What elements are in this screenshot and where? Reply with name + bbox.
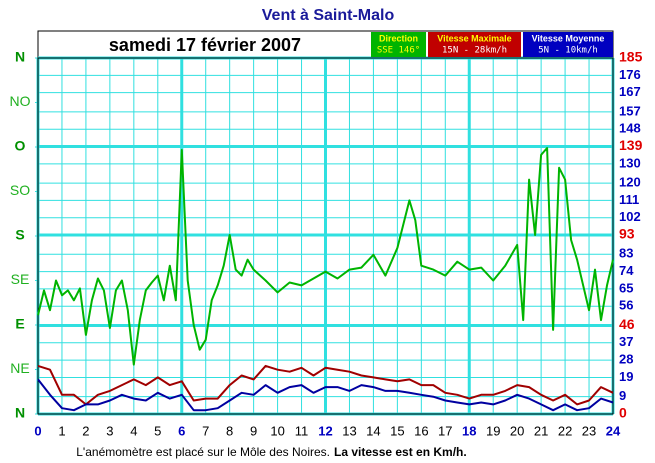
y2-tick-label: 120: [619, 175, 641, 190]
plot-border: [37, 57, 614, 415]
x-tick-label: 11: [295, 423, 309, 438]
x-tick-label: 17: [438, 423, 452, 438]
y2-tick-label: 157: [619, 103, 641, 118]
x-tick-label: 21: [534, 423, 548, 438]
series-line: [37, 378, 614, 412]
x-tick-label: 14: [366, 423, 380, 438]
x-tick-label: 15: [390, 423, 404, 438]
y2-tick-label: 0: [619, 405, 627, 421]
legend-value: 15N - 28km/h: [442, 46, 507, 56]
x-tick-label: 7: [202, 423, 209, 438]
y2-tick-label: 102: [619, 209, 641, 224]
x-tick-label: 20: [510, 423, 524, 438]
y2-tick-label: 56: [619, 298, 633, 313]
x-tick-label: 19: [486, 423, 500, 438]
x-tick-label: 24: [606, 423, 621, 438]
y-tick-label: SO: [10, 182, 30, 198]
y2-tick-label: 148: [619, 121, 641, 136]
x-tick-label: 8: [226, 423, 233, 438]
x-tick-label: 12: [318, 423, 332, 438]
y-tick-label: SE: [11, 271, 30, 287]
x-tick-label: 0: [34, 423, 41, 438]
y2-tick-label: 185: [619, 49, 643, 65]
y2-tick-label: 111: [619, 192, 639, 207]
legend-label: Vitesse Moyenne: [532, 33, 605, 43]
y2-tick-label: 83: [619, 246, 633, 261]
footnote: L'anémomètre est placé sur le Môle des N…: [76, 445, 330, 459]
y-tick-label: NE: [10, 360, 29, 376]
subtitle: samedi 17 février 2007: [109, 35, 301, 55]
y-tick-label: N: [15, 405, 25, 421]
legend-value: 5N - 10km/h: [538, 46, 598, 56]
y2-tick-label: 28: [619, 352, 633, 367]
x-tick-label: 16: [414, 423, 428, 438]
y-tick-label: S: [15, 227, 24, 243]
x-tick-label: 13: [342, 423, 356, 438]
x-tick-label: 9: [250, 423, 257, 438]
x-tick-label: 2: [82, 423, 89, 438]
y-tick-label: N: [15, 49, 25, 65]
y-tick-label: O: [15, 138, 26, 154]
series-line: [37, 364, 614, 406]
y2-tick-label: 139: [619, 137, 643, 153]
y2-tick-label: 167: [619, 84, 641, 99]
x-tick-label: 5: [154, 423, 161, 438]
footnote-bold: La vitesse est en Km/h.: [334, 445, 467, 459]
chart-title: Vent à Saint-Malo: [262, 7, 395, 24]
y2-tick-label: 130: [619, 155, 641, 170]
y-tick-label: E: [15, 316, 24, 332]
y2-tick-label: 176: [619, 67, 641, 82]
legend-label: Vitesse Maximale: [437, 33, 511, 43]
x-tick-label: 6: [178, 423, 185, 438]
y2-tick-label: 19: [619, 369, 633, 384]
y2-tick-label: 93: [619, 226, 635, 242]
x-tick-label: 18: [462, 423, 476, 438]
legend-label: Direction: [379, 33, 418, 43]
legend-value: SSE 146°: [377, 46, 420, 56]
x-tick-label: 3: [106, 423, 113, 438]
legend-box: [371, 32, 426, 57]
y2-tick-label: 37: [619, 334, 633, 349]
legend-box: [523, 32, 613, 57]
x-tick-label: 22: [558, 423, 572, 438]
y2-tick-label: 46: [619, 316, 635, 332]
x-tick-label: 1: [58, 423, 65, 438]
y-tick-label: NO: [10, 93, 31, 109]
series-line: [37, 147, 614, 366]
y2-tick-label: 65: [619, 280, 633, 295]
y2-tick-label: 9: [619, 388, 626, 403]
x-tick-label: 23: [582, 423, 596, 438]
y2-tick-label: 74: [619, 263, 634, 278]
x-tick-label: 4: [130, 423, 137, 438]
x-tick-label: 10: [270, 423, 284, 438]
legend-box: [428, 32, 521, 57]
